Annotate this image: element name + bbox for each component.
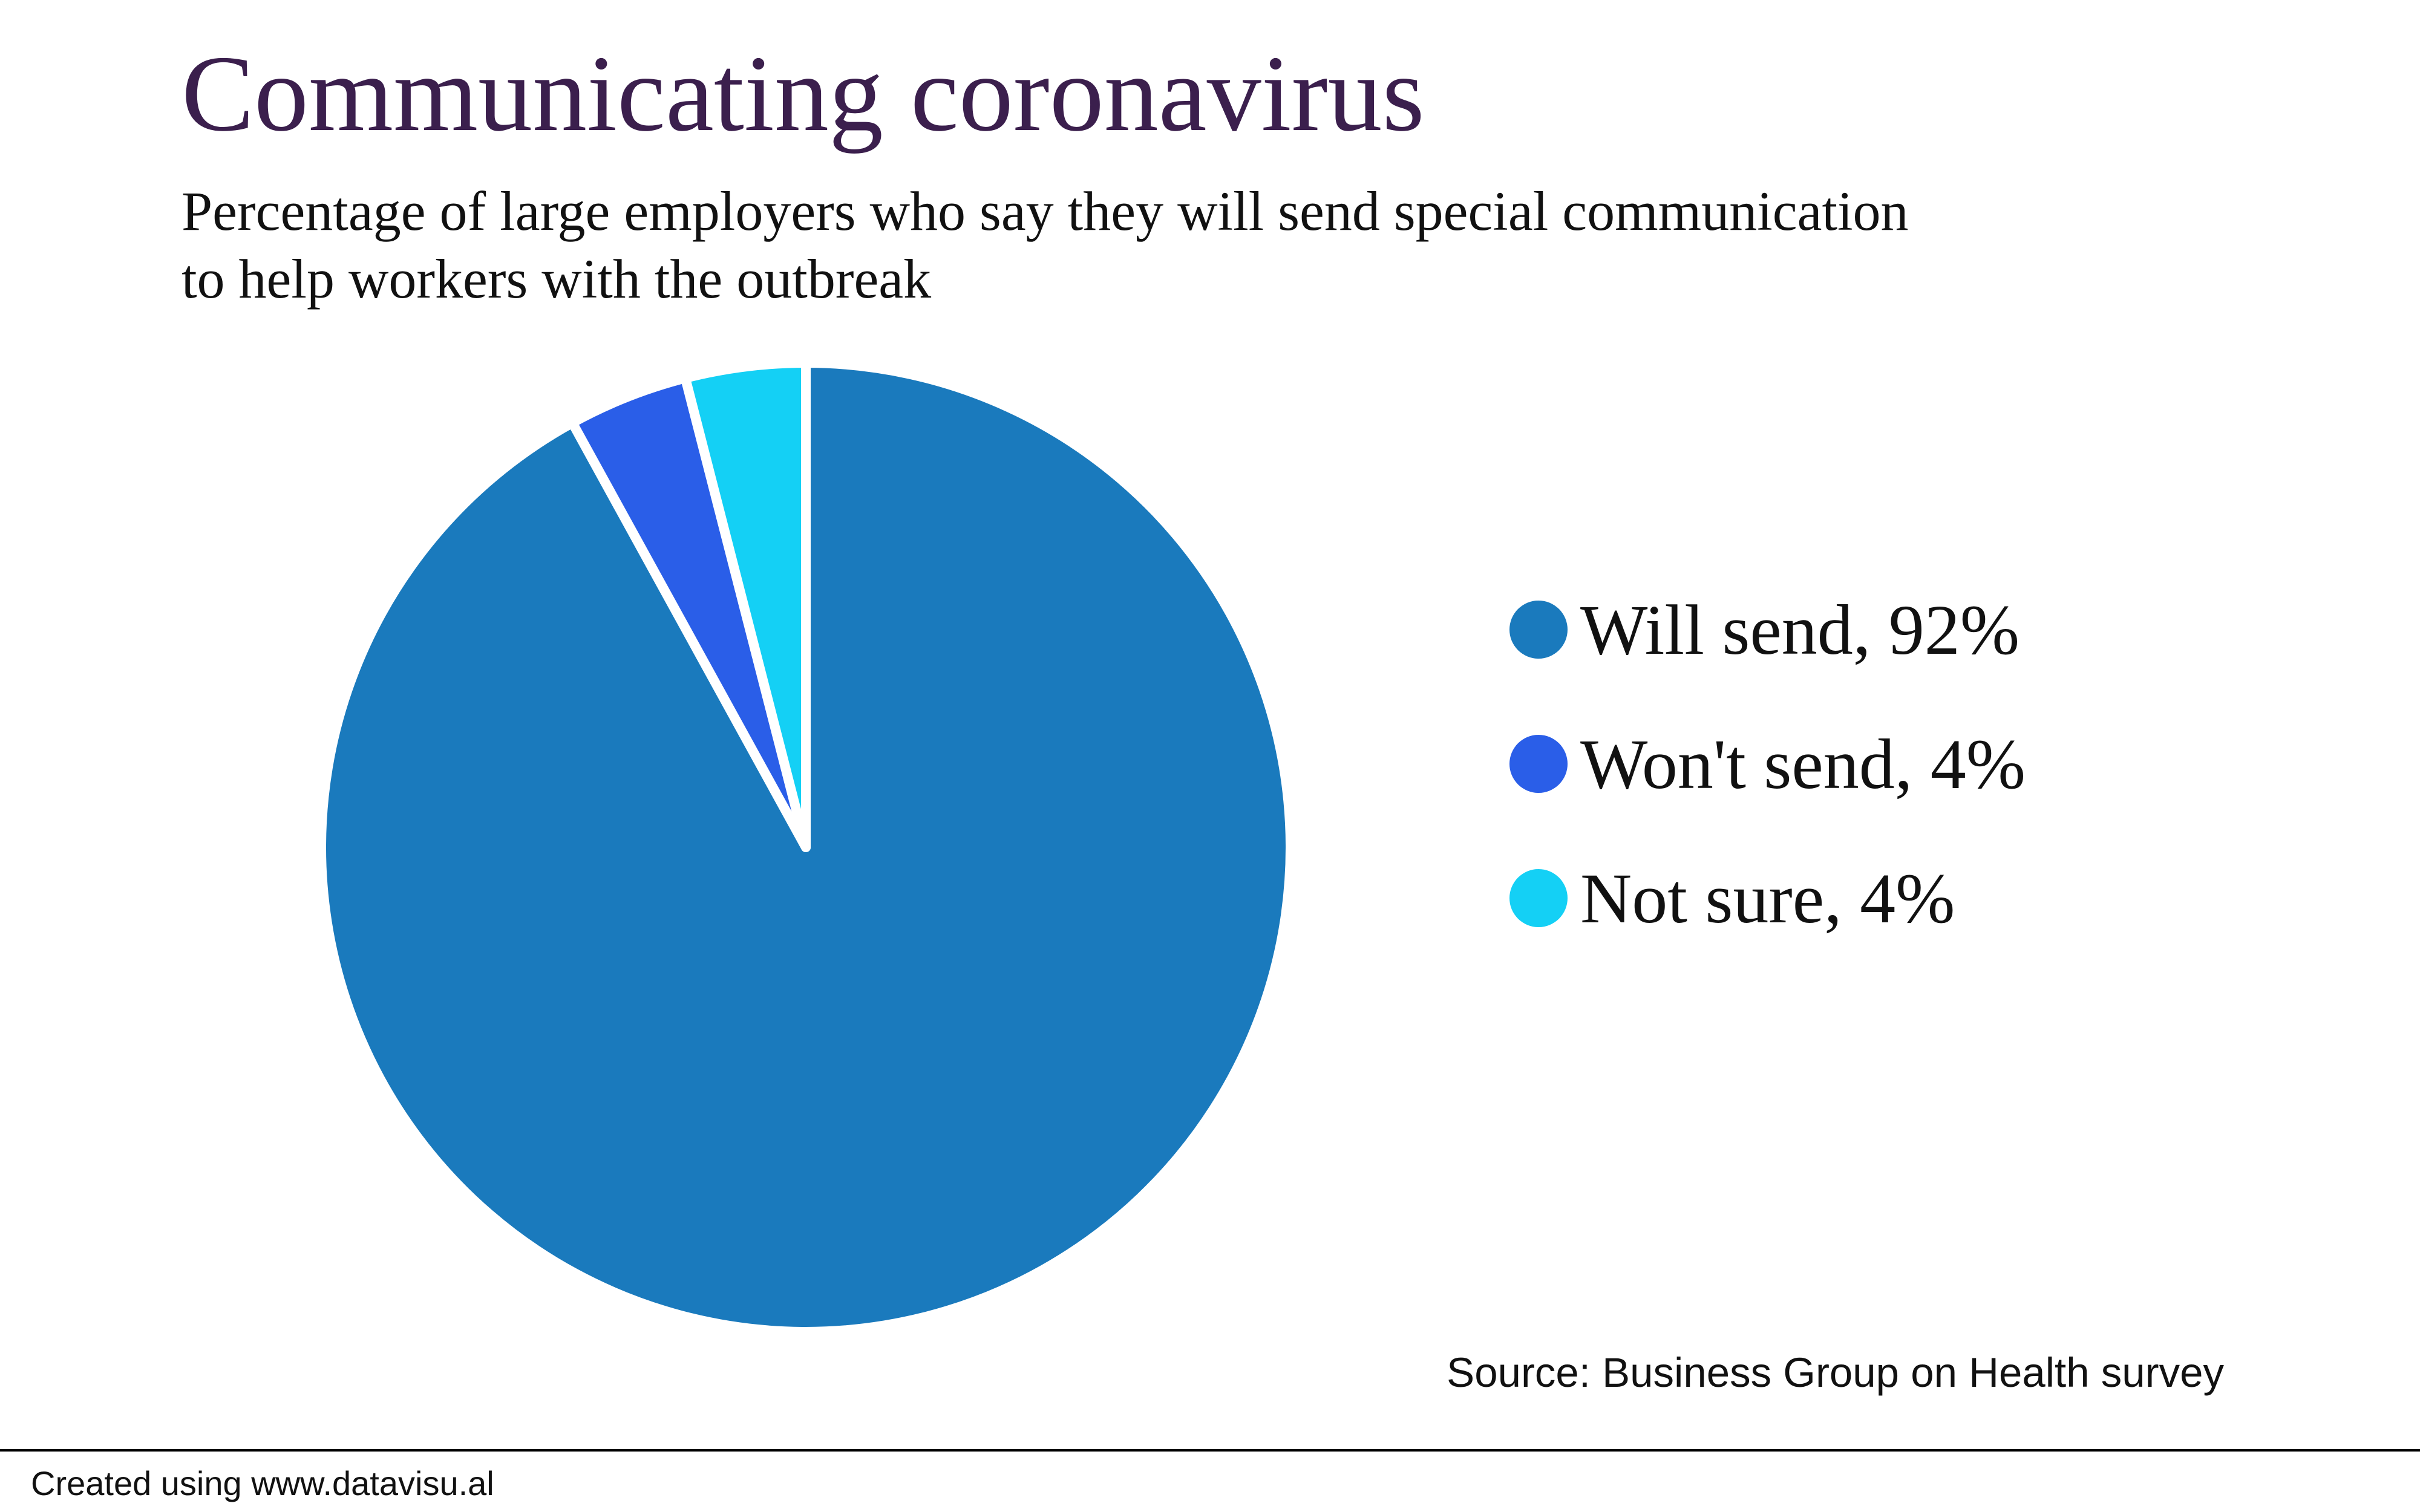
- footer: Created using www.datavisu.al: [31, 1464, 494, 1502]
- legend-label: Not sure, 4%: [1580, 859, 1955, 938]
- legend-swatch: [1509, 601, 1568, 659]
- legend-swatch: [1509, 735, 1568, 793]
- subtitle-line: Percentage of large employers who say th…: [182, 180, 1909, 242]
- source: Source: Business Group on Health survey: [1447, 1349, 2224, 1396]
- pie-slice: [680, 358, 811, 852]
- legend-label: Will send, 92%: [1580, 590, 2019, 670]
- legend-swatch: [1509, 869, 1568, 927]
- legend-label: Won't send, 4%: [1580, 725, 2026, 804]
- subtitle-line: to help workers with the outbreak: [182, 248, 931, 310]
- chart-title: Communicating coronavirus: [182, 33, 1425, 154]
